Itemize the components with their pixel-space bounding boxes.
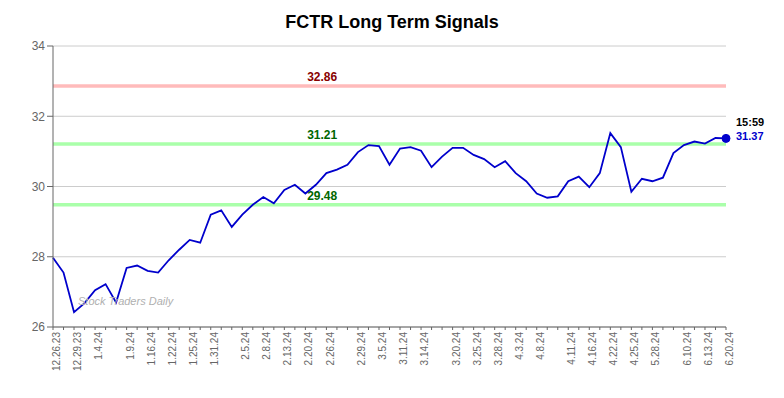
- svg-text:34: 34: [32, 39, 46, 53]
- svg-text:4.16.24: 4.16.24: [587, 332, 598, 366]
- svg-text:1.4.24: 1.4.24: [93, 332, 104, 360]
- svg-text:31.21: 31.21: [307, 128, 337, 142]
- html-text:FCTR Long Term Signals: FCTR Long Term Signals: [285, 12, 499, 32]
- svg-text:28: 28: [32, 250, 46, 264]
- svg-text:29.48: 29.48: [307, 189, 337, 203]
- svg-text:30: 30: [32, 180, 46, 194]
- svg-text:4.25.24: 4.25.24: [629, 332, 640, 366]
- svg-text:3.20.24: 3.20.24: [451, 332, 462, 366]
- svg-text:6.20.24: 6.20.24: [724, 332, 735, 366]
- svg-text:2.26.24: 2.26.24: [325, 332, 336, 366]
- svg-text:5.28.24: 5.28.24: [650, 332, 661, 366]
- svg-text:3.5.24: 3.5.24: [377, 332, 388, 360]
- svg-text:3.14.24: 3.14.24: [419, 332, 430, 366]
- svg-text:2.20.24: 2.20.24: [303, 332, 314, 366]
- svg-text:12.29.23: 12.29.23: [72, 332, 83, 371]
- svg-text:4.22.24: 4.22.24: [608, 332, 619, 366]
- svg-text:3.25.24: 3.25.24: [472, 332, 483, 366]
- svg-text:1.9.24: 1.9.24: [125, 332, 136, 360]
- svg-text:32: 32: [32, 110, 46, 124]
- svg-text:2.8.24: 2.8.24: [261, 332, 272, 360]
- svg-text:3.28.24: 3.28.24: [493, 332, 504, 366]
- svg-text:31.37: 31.37: [736, 130, 764, 142]
- html-text:Stock Traders Daily: Stock Traders Daily: [78, 295, 174, 307]
- svg-text:12.26.23: 12.26.23: [51, 332, 62, 371]
- svg-text:1.22.24: 1.22.24: [167, 332, 178, 366]
- svg-text:2.13.24: 2.13.24: [282, 332, 293, 366]
- svg-text:3.11.24: 3.11.24: [398, 332, 409, 365]
- svg-text:26: 26: [32, 320, 46, 334]
- svg-text:32.86: 32.86: [307, 70, 337, 84]
- svg-text:4.11.24: 4.11.24: [566, 332, 577, 365]
- svg-text:6.13.24: 6.13.24: [703, 332, 714, 366]
- svg-text:2.29.24: 2.29.24: [356, 332, 367, 366]
- svg-text:4.3.24: 4.3.24: [514, 332, 525, 360]
- svg-text:15:59: 15:59: [736, 116, 764, 128]
- svg-text:4.8.24: 4.8.24: [535, 332, 546, 360]
- svg-text:1.16.24: 1.16.24: [146, 332, 157, 366]
- svg-text:6.10.24: 6.10.24: [682, 332, 693, 366]
- svg-text:2.5.24: 2.5.24: [240, 332, 251, 360]
- svg-text:1.25.24: 1.25.24: [188, 332, 199, 366]
- svg-text:1.31.24: 1.31.24: [209, 332, 220, 366]
